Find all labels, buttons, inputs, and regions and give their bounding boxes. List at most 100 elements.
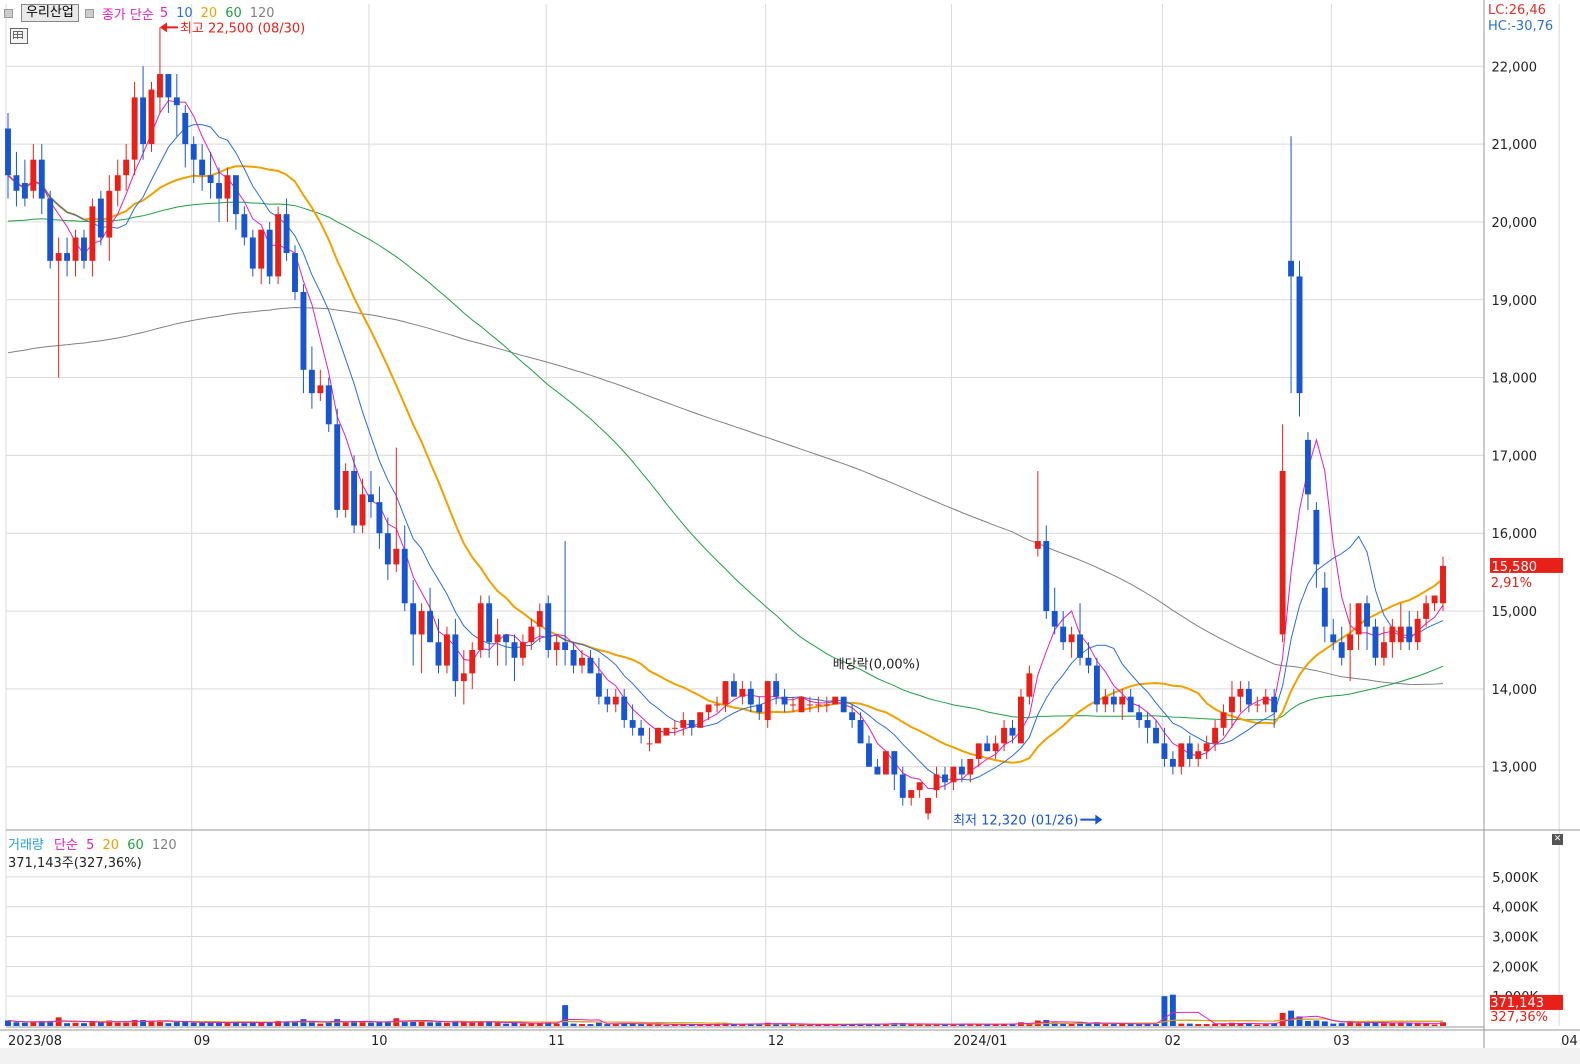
candle-body — [739, 688, 746, 697]
candle-body — [1279, 470, 1286, 635]
low-arrow-head — [1095, 814, 1103, 825]
candle-body — [570, 649, 577, 666]
volume-bar — [1279, 1012, 1286, 1026]
close-panel-icon[interactable]: ✕ — [1552, 834, 1563, 845]
volume-bar — [882, 1024, 889, 1026]
candle-body — [899, 774, 906, 798]
candle-body — [908, 790, 915, 798]
candle-body — [106, 190, 113, 238]
date-tick-label: 04 — [1561, 1034, 1578, 1049]
date-tick-label: 09 — [194, 1034, 211, 1049]
stock-name-button[interactable]: 우리산업 — [21, 4, 79, 22]
date-tick-label: 2023/08 — [8, 1034, 62, 1049]
volume-bar — [1077, 1021, 1083, 1026]
volume-bar — [148, 1020, 155, 1026]
grid-toggle-icon[interactable] — [10, 28, 28, 44]
volume-ma-120[interactable]: 120 — [151, 838, 177, 853]
volume-bar — [1212, 1023, 1219, 1026]
candle-body — [604, 696, 611, 705]
candle-body — [916, 782, 923, 791]
volume-bar — [1271, 1023, 1278, 1026]
volume-bar — [612, 1024, 619, 1026]
candle-body — [714, 704, 721, 706]
low-annotation: 최저 12,320 (01/26) — [953, 814, 1078, 829]
panel-toggle-icon[interactable] — [4, 8, 13, 18]
scroll-area — [0, 1048, 1580, 1064]
volume-bar — [528, 1023, 535, 1026]
volume-bar — [756, 1024, 763, 1026]
volume-bar — [114, 1022, 121, 1026]
candle-body — [1262, 696, 1269, 705]
volume-bar — [351, 1020, 358, 1026]
volume-bar — [140, 1020, 147, 1026]
high-arrow-head — [159, 22, 167, 33]
ma-period-5[interactable]: 5 — [159, 5, 169, 21]
volume-ma-60[interactable]: 60 — [127, 838, 144, 853]
volume-bar — [97, 1022, 104, 1026]
chart-header: 우리산업 종가 단순 5 10 20 60 120 — [4, 4, 277, 23]
price-tick-label: 16,000 — [1492, 527, 1538, 542]
candle-body — [756, 704, 763, 713]
candle-body — [1296, 276, 1303, 394]
volume-bar — [815, 1024, 822, 1026]
volume-bar — [443, 1022, 450, 1026]
volume-bar — [730, 1024, 737, 1026]
volume-bar — [325, 1022, 332, 1026]
date-tick-label: 10 — [371, 1034, 388, 1049]
volume-bar — [1380, 1023, 1387, 1026]
ma-period-120[interactable]: 120 — [249, 5, 275, 21]
candle-body — [1212, 727, 1219, 744]
candle-body — [410, 603, 417, 635]
candle-body — [975, 743, 982, 759]
candle-body — [1127, 696, 1134, 713]
volume-ma-20[interactable]: 20 — [102, 838, 120, 853]
candle-body — [612, 696, 619, 705]
volume-ma20-line — [7, 1018, 1444, 1025]
volume-bar — [5, 1020, 11, 1026]
volume-bar — [697, 1024, 704, 1026]
candle-body — [942, 774, 948, 783]
candle-body — [1338, 642, 1345, 658]
candle-body — [1060, 626, 1067, 643]
candle-body — [587, 657, 594, 674]
volume-bar — [165, 1023, 172, 1026]
volume-bar — [1338, 1023, 1345, 1026]
volume-bar — [1440, 1022, 1446, 1026]
volume-tick-label: 4,000K — [1492, 901, 1538, 916]
candle-body — [317, 385, 324, 394]
price-tick-label: 19,000 — [1492, 294, 1538, 309]
volume-header: 거래량 단순 5 20 60 120 — [8, 834, 177, 853]
price-change-pct: 2,91% — [1491, 576, 1532, 591]
volume-bar — [384, 1021, 391, 1026]
candle-body — [1271, 696, 1278, 713]
volume-bar — [781, 1024, 788, 1026]
candle-body — [882, 751, 889, 775]
candle-body — [427, 611, 434, 643]
candle-body — [173, 97, 180, 106]
candle-body — [1034, 541, 1041, 549]
volume-bar — [156, 1020, 163, 1026]
candle-body — [798, 696, 805, 713]
volume-bar — [410, 1020, 417, 1026]
candle-body — [1119, 696, 1126, 705]
volume-bar — [1254, 1024, 1261, 1026]
candle-body — [13, 175, 20, 191]
candle-body — [1389, 626, 1396, 643]
ma-period-60[interactable]: 60 — [225, 5, 242, 21]
ma-period-20[interactable]: 20 — [200, 5, 218, 21]
candle-body — [595, 673, 602, 697]
candle-body — [1414, 618, 1421, 643]
candle-body — [933, 774, 940, 791]
volume-bar — [747, 1023, 754, 1026]
candle-body — [764, 681, 771, 721]
ma-period-10[interactable]: 10 — [176, 5, 193, 21]
ma-settings-icon[interactable] — [84, 8, 94, 18]
volume-ma-5[interactable]: 5 — [86, 838, 95, 853]
candle-body — [1102, 696, 1109, 705]
candle-body — [477, 603, 484, 650]
candle-body — [140, 97, 147, 145]
volume-bar — [1245, 1023, 1252, 1026]
volume-bar — [714, 1024, 721, 1026]
volume-bar — [435, 1022, 442, 1026]
